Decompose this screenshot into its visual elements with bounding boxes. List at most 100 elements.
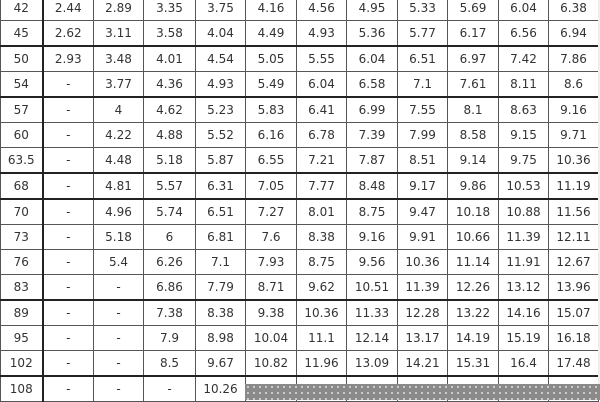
table-cell: 16.4 [498, 350, 549, 377]
table-cell: 9.38 [245, 299, 297, 326]
table-cell: 8.51 [397, 147, 448, 174]
table-cell: 13.96 [548, 274, 599, 301]
table-cell: 8.48 [346, 172, 398, 200]
table-cell: 11.1 [296, 325, 347, 351]
table-cell: 8.38 [296, 224, 347, 250]
table-cell: - [42, 249, 94, 275]
row-header-cell: 63.5 [0, 147, 44, 174]
table-cell: 6.41 [296, 96, 347, 123]
table-cell: 5.87 [195, 147, 246, 174]
table-cell: 5.18 [143, 147, 196, 174]
table-cell: 9.71 [548, 122, 599, 148]
table-cell: 8.71 [245, 274, 297, 301]
table-cell: 9.67 [195, 350, 246, 377]
row-header-cell: 83 [0, 274, 44, 301]
table-cell: 9.14 [447, 147, 499, 174]
table-cell: 6.31 [195, 172, 246, 200]
table-cell: 12.26 [447, 274, 499, 301]
table-cell: - [42, 147, 94, 174]
table-cell: - [93, 350, 144, 377]
table-cell: 14.19 [447, 325, 499, 351]
table-cell: 6.56 [498, 20, 549, 47]
table-cell: 5.69 [447, 0, 499, 21]
table-cell: 7.77 [296, 172, 347, 200]
table-cell: 8.5 [143, 350, 196, 377]
table-cell: 11.96 [296, 350, 347, 377]
table-cell: 10.36 [296, 299, 347, 326]
table-cell: 7.55 [397, 96, 448, 123]
table-row: 95- -7.9 8.98 10.04 11.1 12.14 13.17 14.19 15.19… [0, 325, 599, 351]
table-cell: 5.49 [245, 71, 297, 98]
table-row: 70-4.96 5.74 6.51 7.27 8.01 8.75 9.47 10.18 10.8… [0, 198, 599, 225]
row-header-cell: 45 [0, 20, 44, 47]
table-cell: 4.22 [93, 122, 144, 148]
table-cell: 8.75 [296, 249, 347, 275]
table-cell: 8.38 [195, 299, 246, 326]
row-header-cell: 57 [0, 96, 44, 123]
table-cell: 10.36 [397, 249, 448, 275]
table-cell: 6.17 [447, 20, 499, 47]
table-cell: 7.6 [245, 224, 297, 250]
table-cell: 6.04 [346, 45, 398, 72]
table-row: 54-3.77 4.36 4.93 5.49 6.04 6.58 7.1 7.61 8.11 8.… [0, 71, 599, 98]
table-cell: - [42, 172, 94, 200]
table-cell: 6.04 [296, 71, 347, 98]
table-cell: 13.17 [397, 325, 448, 351]
table-cell: 7.99 [397, 122, 448, 148]
table-cell: 4.48 [93, 147, 144, 174]
row-header-cell: 102 [0, 350, 44, 377]
table-cell: - [42, 122, 94, 148]
table-cell: 7.42 [498, 45, 549, 72]
table-cell: 17.48 [548, 350, 599, 377]
row-header-cell: 89 [0, 299, 44, 326]
row-header-cell: 68 [0, 172, 44, 200]
table-cell: 5.55 [296, 45, 347, 72]
table-cell: 3.11 [93, 20, 144, 47]
table-cell: - [42, 96, 94, 123]
table-cell: 6.78 [296, 122, 347, 148]
table-cell: 10.88 [498, 198, 549, 225]
table-cell: 9.15 [498, 122, 549, 148]
table-cell: 15.31 [447, 350, 499, 377]
table-cell: 15.19 [498, 325, 549, 351]
table-cell: 12.67 [548, 249, 599, 275]
table-cell: 9.86 [447, 172, 499, 200]
table-cell: 8.98 [195, 325, 246, 351]
table-cell: 11.39 [397, 274, 448, 301]
table-cell: 7.9 [143, 325, 196, 351]
table-cell: 6.04 [498, 0, 549, 21]
table-cell: 8.63 [498, 96, 549, 123]
table-cell: 4 [93, 96, 144, 123]
table-cell: 5.74 [143, 198, 196, 225]
table-cell: 13.09 [346, 350, 398, 377]
table-cell: 10.18 [447, 198, 499, 225]
row-header-cell: 42 [0, 0, 44, 21]
table-cell: 4.88 [143, 122, 196, 148]
table-cell: 6.81 [195, 224, 246, 250]
row-header-cell: 50 [0, 45, 44, 72]
table-cell: 8.01 [296, 198, 347, 225]
table-cell: 11.39 [498, 224, 549, 250]
table-cell: - [42, 71, 94, 98]
table-cell: 6.97 [447, 45, 499, 72]
table-cell: 3.48 [93, 45, 144, 72]
table-cell: 8.58 [447, 122, 499, 148]
row-header-cell: 54 [0, 71, 44, 98]
table-cell: 10.53 [498, 172, 549, 200]
table-cell: 4.93 [195, 71, 246, 98]
table-cell: - [42, 299, 94, 326]
row-header-cell: 76 [0, 249, 44, 275]
table-cell: 7.1 [195, 249, 246, 275]
table-cell: 6.58 [346, 71, 398, 98]
row-header-cell: 95 [0, 325, 44, 351]
table-cell: 7.79 [195, 274, 246, 301]
row-header-cell: 108 [0, 375, 44, 402]
table-cell: - [42, 274, 94, 301]
table-cell: - [42, 350, 94, 377]
table-cell: 9.56 [346, 249, 398, 275]
table-cell: 3.77 [93, 71, 144, 98]
table-cell: 12.11 [548, 224, 599, 250]
table-row: 76-5.4 6.26 7.1 7.93 8.75 9.56 10.36 11.14 11.91… [0, 249, 599, 275]
